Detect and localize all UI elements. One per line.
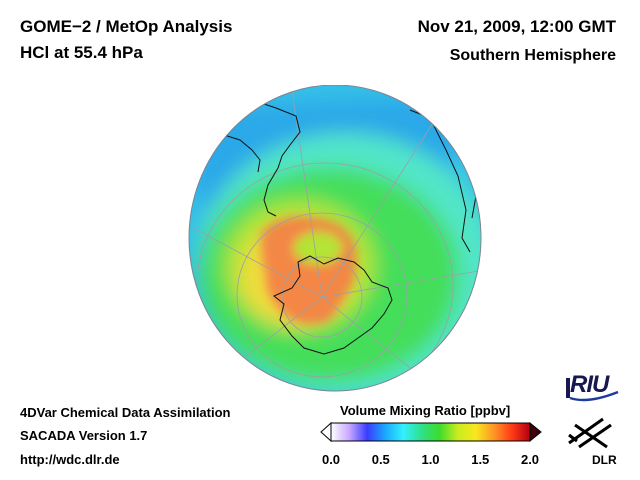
colorbar-tick: 2.0	[520, 452, 540, 467]
hcl-globe-map	[188, 85, 482, 392]
colorbar-gradient	[330, 422, 531, 442]
datetime-label: Nov 21, 2009, 12:00 GMT	[417, 17, 616, 36]
colorbar-tick: 1.5	[471, 452, 490, 467]
footer-version-label: SACADA Version 1.7	[20, 428, 148, 443]
map-title: GOME−2 / MetOp Analysis	[20, 17, 233, 36]
riu-logo-bar	[566, 378, 570, 398]
hemisphere-label: Southern Hemisphere	[449, 47, 616, 64]
riu-logo-text: RIU	[570, 371, 609, 398]
colorbar-tick: 0.0	[321, 452, 341, 467]
footer-url: http://wdc.dlr.de	[20, 452, 120, 467]
riu-logo-swoosh	[569, 390, 619, 402]
quantity-label: HCl at 55.4 hPa	[20, 43, 143, 62]
dlr-logo-text: DLR	[592, 453, 617, 467]
colorbar-under-arrow	[320, 421, 332, 443]
colorbar-tick: 1.0	[421, 452, 440, 467]
colorbar-tick: 0.5	[371, 452, 390, 467]
dlr-logo-icon	[568, 417, 612, 449]
footer-assimilation-label: 4DVar Chemical Data Assimilation	[20, 405, 231, 420]
globe-outline	[188, 85, 482, 392]
colorbar	[320, 421, 542, 443]
colorbar-over-arrow	[529, 421, 542, 443]
colorbar-title: Volume Mixing Ratio [ppbv]	[340, 403, 511, 418]
vortex-core-yellow	[294, 232, 342, 264]
antarctica-coastline	[273, 255, 393, 355]
